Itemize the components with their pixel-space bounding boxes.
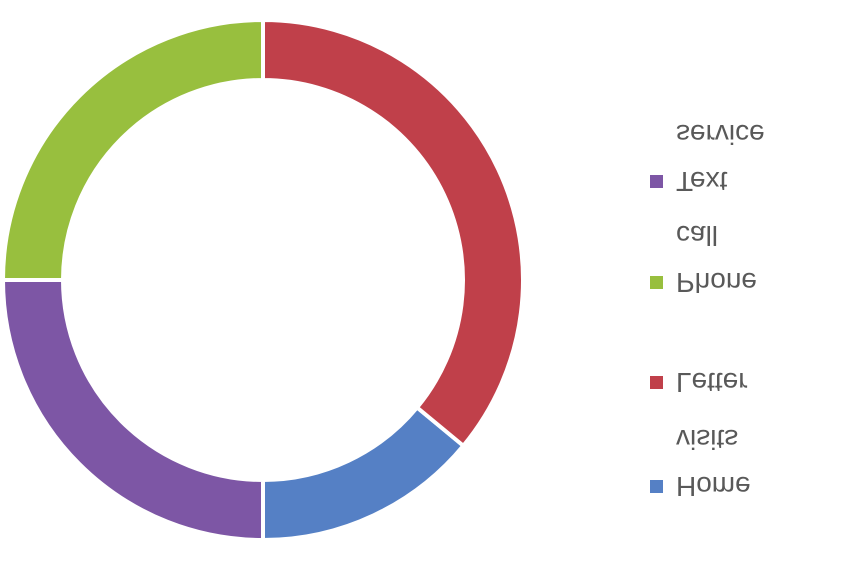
donut-segment (0, 278, 265, 543)
legend-label: Text service (676, 119, 765, 197)
legend-label: Home visits (676, 424, 751, 502)
legend-label: Letter (676, 367, 748, 398)
donut-segment (0, 17, 265, 282)
legend-swatch (650, 175, 663, 188)
legend-swatch (650, 480, 663, 493)
legend-label: Phone call (676, 220, 757, 298)
legend-swatch (650, 276, 663, 289)
donut-segment (261, 17, 525, 449)
legend-swatch (650, 376, 663, 389)
donut-segment (261, 404, 467, 543)
